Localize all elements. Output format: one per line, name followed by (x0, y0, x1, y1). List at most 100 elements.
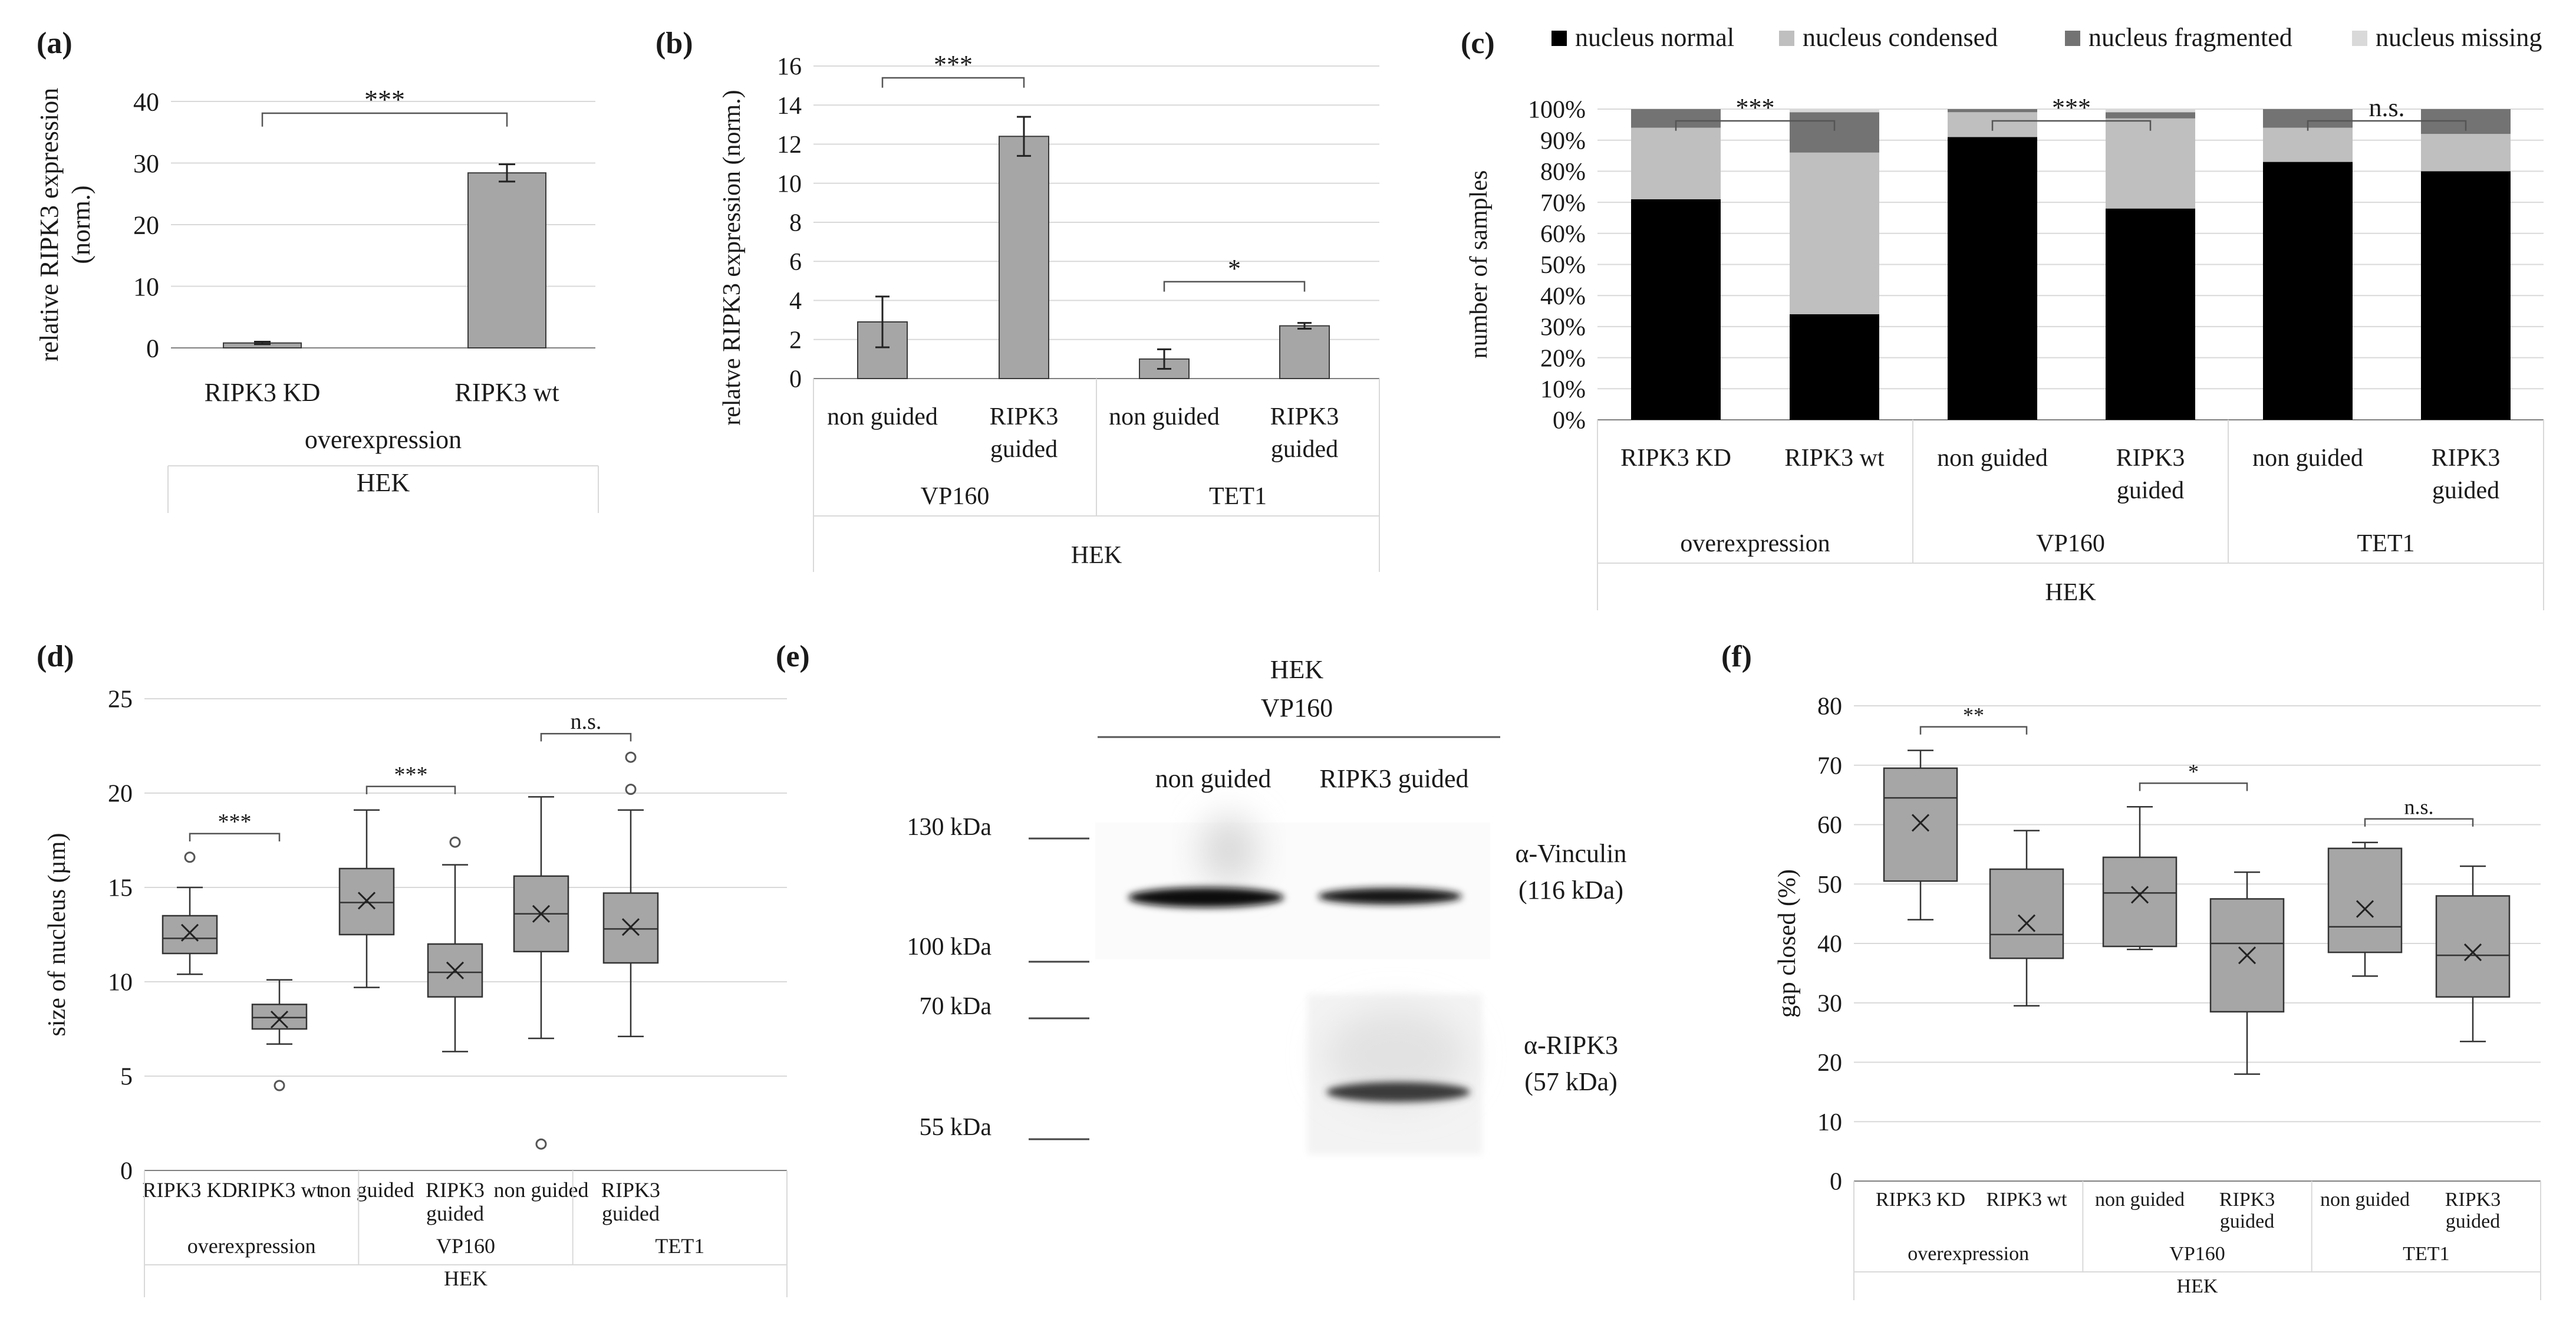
stacked-bar-segment (1631, 199, 1721, 420)
box (251, 1004, 308, 1030)
y-tick-label: 10 (133, 272, 159, 301)
mean-marker (2017, 914, 2036, 932)
stacked-bar-segment (1790, 152, 1879, 314)
outlier-point (625, 751, 637, 763)
ripk3-band (1326, 1082, 1470, 1102)
y-axis-title: number of samples (1465, 170, 1493, 359)
marker-label: 70 kDa (920, 993, 992, 1020)
y-tick-label: 12 (777, 131, 802, 159)
y-tick-label: 10% (1540, 376, 1586, 403)
significance-bracket (2364, 818, 2474, 827)
mean-marker (2238, 946, 2257, 965)
significance-label: *** (1736, 93, 1775, 122)
x-group-label: VP160 (2036, 530, 2105, 557)
outlier-point (449, 836, 461, 848)
x-category-label: non guided (827, 403, 938, 430)
x-group-label: overexpression (187, 1234, 316, 1258)
significance-bracket (261, 112, 508, 127)
bar (999, 136, 1049, 379)
western-blot-panel: HEK VP160 non guided RIPK3 guided 130 kD… (907, 655, 1627, 1155)
box (1989, 868, 2064, 959)
y-tick-label: 0% (1553, 407, 1586, 435)
blot-header-construct: VP160 (1261, 693, 1333, 722)
mean-marker (1911, 814, 1930, 832)
y-tick-label: 0 (789, 366, 802, 393)
box (1883, 767, 1958, 882)
x-category-label: non guided (319, 1178, 414, 1202)
y-axis-title: relative RIPK3 expression (35, 88, 64, 361)
panel-label-e: (e) (776, 640, 810, 673)
y-tick-label: 16 (777, 54, 802, 81)
x-category-label: non guided (494, 1178, 589, 1202)
y-tick-label: 30 (133, 149, 159, 178)
marker-label: 130 kDa (907, 814, 992, 841)
significance-bracket (881, 77, 1025, 88)
y-tick-label: 30 (1817, 990, 1842, 1017)
y-tick-label: 15 (108, 875, 133, 902)
mean-marker (2463, 943, 2482, 962)
legend-swatch (2352, 31, 2367, 46)
legend-label: nucleus fragmented (2089, 23, 2292, 52)
x-category-label: RIPK3 wt (1987, 1189, 2068, 1211)
outlier-point (274, 1080, 285, 1091)
legend-label: nucleus condensed (1803, 23, 1998, 52)
stacked-bar-segment (2106, 208, 2195, 420)
y-tick-label: 5 (120, 1064, 133, 1091)
bar (1279, 325, 1330, 379)
x-category-label: RIPK3 (2219, 1189, 2275, 1211)
y-tick-label: 20% (1540, 345, 1586, 372)
significance-label: ** (1963, 703, 1984, 727)
significance-bracket (2139, 782, 2248, 791)
x-category-label: RIPK3 (1270, 403, 1339, 430)
significance-label: * (2188, 759, 2199, 783)
significance-bracket (365, 785, 456, 794)
x-category-label: guided (1271, 436, 1338, 463)
blot-background-smear (1325, 1008, 1467, 1103)
x-category-label: RIPK3 (426, 1178, 485, 1202)
blot-header-cell: HEK (1270, 655, 1324, 684)
y-tick-label: 40 (133, 87, 159, 116)
significance-label: *** (218, 810, 252, 834)
y-axis-title: size of nucleus (µm) (44, 833, 71, 1037)
outlier-point (625, 784, 637, 795)
y-tick-label: 8 (789, 210, 802, 237)
mean-marker (2130, 886, 2149, 904)
x-category-label: non guided (1109, 403, 1220, 430)
box (602, 892, 659, 964)
y-tick-label: 50 (1817, 872, 1842, 899)
mean-marker (357, 892, 376, 910)
mean-marker (532, 905, 551, 923)
stacked-bar-segment (1790, 314, 1879, 420)
x-group-label: TET1 (1209, 483, 1267, 510)
ripk3-antibody-label: α-RIPK3 (1524, 1031, 1618, 1060)
panel-label-d: (d) (37, 640, 74, 673)
mean-marker (446, 961, 465, 979)
legend-swatch (1551, 31, 1567, 46)
x-group-label: overexpression (305, 425, 462, 454)
vinculin-band (1318, 888, 1462, 905)
x-outer-group-label: HEK (357, 468, 410, 497)
y-tick-label: 0 (120, 1158, 133, 1185)
y-tick-label: 90% (1540, 127, 1586, 154)
stacked-bar-segment (1790, 109, 1879, 113)
outlier-point (184, 851, 196, 863)
x-category-label: RIPK3 wt (1784, 445, 1885, 472)
x-category-label: RIPK3 KD (205, 378, 321, 407)
vinculin-antibody-label: α-Vinculin (1515, 839, 1626, 868)
outlier-point (535, 1138, 547, 1150)
x-category-label: RIPK3 KD (142, 1178, 237, 1202)
stacked-bar-segment (2421, 134, 2511, 172)
x-outer-group-label: HEK (444, 1267, 487, 1290)
x-category-label: guided (990, 436, 1058, 463)
significance-bracket (1675, 120, 1836, 131)
y-tick-label: 70 (1817, 752, 1842, 780)
y-tick-label: 20 (1817, 1050, 1842, 1077)
x-outer-group-label: HEK (2045, 579, 2096, 606)
x-group-label: VP160 (436, 1234, 495, 1258)
significance-label: *** (2052, 93, 2091, 122)
significance-bracket (1991, 120, 2152, 131)
y-tick-label: 40% (1540, 283, 1586, 310)
legend-swatch (2065, 31, 2080, 46)
x-category-label: RIPK3 wt (454, 378, 559, 407)
